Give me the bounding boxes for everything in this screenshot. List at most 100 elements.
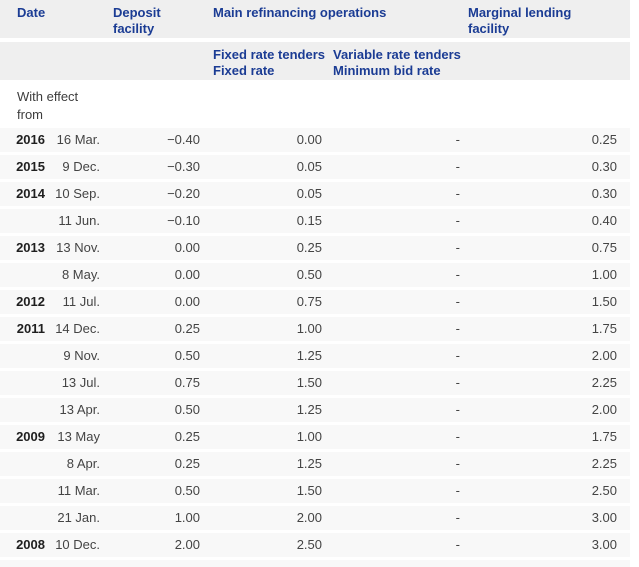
cell-deposit-facility: 2.00 — [174, 537, 200, 552]
cell-variable-rate: - — [455, 132, 460, 147]
table-header-row-main: Date Deposit facility Main refinancing o… — [0, 0, 630, 38]
header-marginal-lending-facility: Marginal lending facility — [468, 5, 572, 36]
cell-marginal-lending: 2.25 — [591, 456, 617, 471]
cell-variable-rate: - — [455, 402, 460, 417]
header-variable-rate-tenders: Variable rate tenders Minimum bid rate — [333, 47, 461, 78]
cell-deposit-facility: 0.25 — [174, 456, 200, 471]
cell-variable-rate: - — [455, 510, 460, 525]
table-row: 13 Jul. 0.75 1.50 - 2.25 — [0, 371, 630, 395]
cell-variable-rate: - — [455, 375, 460, 390]
cell-marginal-lending: 3.00 — [591, 510, 617, 525]
cell-date: 11 Jul. — [62, 294, 100, 309]
cell-deposit-facility: 0.25 — [174, 429, 200, 444]
cell-variable-rate: - — [455, 186, 460, 201]
table-row: 2013 13 Nov. 0.00 0.25 - 0.75 — [0, 236, 630, 260]
cell-date: 9 Dec. — [62, 159, 100, 174]
cell-year: 2016 — [16, 132, 45, 147]
table-row: 8 May. 0.00 0.50 - 1.00 — [0, 263, 630, 287]
cell-deposit-facility: 1.00 — [174, 510, 200, 525]
cell-date: 11 Mar. — [57, 483, 100, 498]
table-row: 11 Mar. 0.50 1.50 - 2.50 — [0, 479, 630, 503]
table-row: 9 Nov. 0.50 1.25 - 2.00 — [0, 344, 630, 368]
cell-year: 2013 — [16, 240, 45, 255]
cell-deposit-facility: 0.50 — [174, 483, 200, 498]
header-spacer — [0, 42, 213, 80]
cell-year: 2015 — [16, 159, 45, 174]
header-main-refinancing-operations: Main refinancing operations — [213, 5, 387, 20]
table-row: 2009 13 May 0.25 1.00 - 1.75 — [0, 425, 630, 449]
cell-year — [0, 344, 45, 368]
cell-fixed-rate: 0.25 — [296, 240, 322, 255]
table-row: 2011 14 Dec. 0.25 1.00 - 1.75 — [0, 317, 630, 341]
cell-marginal-lending: 1.50 — [591, 294, 617, 309]
cell-marginal-lending: 0.40 — [591, 213, 617, 228]
cell-date: 10 Dec. — [55, 537, 100, 552]
cell-fixed-rate: 0.00 — [296, 132, 322, 147]
cell-fixed-rate: 1.25 — [296, 348, 322, 363]
cell-year — [0, 263, 45, 287]
cell-variable-rate: - — [455, 483, 460, 498]
cell-fixed-rate: 1.25 — [296, 456, 322, 471]
cell-deposit-facility: −0.40 — [167, 132, 200, 147]
cell-marginal-lending: 2.00 — [591, 348, 617, 363]
cell-marginal-lending: 0.30 — [591, 159, 617, 174]
cell-year — [0, 398, 45, 422]
cell-fixed-rate: 1.50 — [296, 483, 322, 498]
table-row: 11 Jun. −0.10 0.15 - 0.40 — [0, 209, 630, 233]
cell-fixed-rate: 2.50 — [296, 537, 322, 552]
cell-deposit-facility: −0.30 — [167, 159, 200, 174]
cell-variable-rate: - — [455, 537, 460, 552]
table-row: 13 Apr. 0.50 1.25 - 2.00 — [0, 398, 630, 422]
cell-deposit-facility: 0.50 — [174, 402, 200, 417]
header-spacer — [468, 42, 630, 80]
cell-date: 13 May — [57, 429, 100, 444]
cell-fixed-rate: 0.75 — [296, 294, 322, 309]
table-header-row-sub: Fixed rate tenders Fixed rate Variable r… — [0, 42, 630, 80]
cell-date: 16 Mar. — [56, 132, 100, 147]
cell-fixed-rate: 1.25 — [296, 402, 322, 417]
cell-deposit-facility: 0.25 — [174, 321, 200, 336]
cell-marginal-lending: 2.50 — [591, 483, 617, 498]
cell-variable-rate: - — [455, 294, 460, 309]
cell-date: 9 Nov. — [63, 348, 100, 363]
cell-variable-rate: - — [455, 429, 460, 444]
next-row-sliver — [0, 560, 630, 567]
cell-year — [0, 506, 45, 530]
cell-year — [0, 452, 45, 476]
cell-date: 13 Jul. — [61, 375, 100, 390]
cell-year: 2012 — [16, 294, 45, 309]
cell-year — [0, 371, 45, 395]
cell-fixed-rate: 1.00 — [296, 429, 322, 444]
cell-date: 13 Apr. — [59, 402, 100, 417]
header-date: Date — [17, 5, 46, 20]
cell-fixed-rate: 1.00 — [296, 321, 322, 336]
cell-deposit-facility: −0.20 — [167, 186, 200, 201]
cell-deposit-facility: 0.00 — [174, 294, 200, 309]
table-row: 2014 10 Sep. −0.20 0.05 - 0.30 — [0, 182, 630, 206]
cell-variable-rate: - — [455, 321, 460, 336]
cell-date: 11 Jun. — [58, 213, 100, 228]
cell-variable-rate: - — [455, 159, 460, 174]
cell-marginal-lending: 0.75 — [591, 240, 617, 255]
table-row: 2008 10 Dec. 2.00 2.50 - 3.00 — [0, 533, 630, 557]
cell-fixed-rate: 0.15 — [296, 213, 322, 228]
cell-deposit-facility: 0.00 — [174, 240, 200, 255]
table-row: 8 Apr. 0.25 1.25 - 2.25 — [0, 452, 630, 476]
with-effect-from-label: With effect from — [0, 80, 639, 128]
cell-date: 10 Sep. — [55, 186, 100, 201]
cell-marginal-lending: 1.00 — [591, 267, 617, 282]
cell-year — [0, 209, 45, 233]
cell-fixed-rate: 0.05 — [296, 186, 322, 201]
table-row: 2012 11 Jul. 0.00 0.75 - 1.50 — [0, 290, 630, 314]
cell-year: 2011 — [16, 321, 45, 336]
header-fixed-rate-tenders: Fixed rate tenders Fixed rate — [213, 47, 325, 78]
cell-deposit-facility: −0.10 — [167, 213, 200, 228]
cell-year: 2014 — [16, 186, 45, 201]
cell-marginal-lending: 3.00 — [591, 537, 617, 552]
table-row: 2016 16 Mar. −0.40 0.00 - 0.25 — [0, 128, 630, 152]
cell-deposit-facility: 0.50 — [174, 348, 200, 363]
table-row: 2015 9 Dec. −0.30 0.05 - 0.30 — [0, 155, 630, 179]
cell-deposit-facility: 0.75 — [174, 375, 200, 390]
cell-variable-rate: - — [455, 267, 460, 282]
